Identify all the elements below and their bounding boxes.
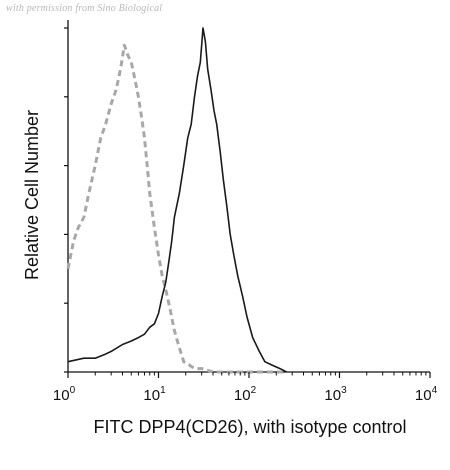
x-axis-title: FITC DPP4(CD26), with isotype control <box>93 417 406 437</box>
ticks-layer: 100 101 102 103 104 <box>53 27 438 404</box>
series-line-2 <box>67 27 287 373</box>
x-tick-label-4: 104 <box>415 385 438 404</box>
series-layer <box>66 27 287 374</box>
series-line-1 <box>66 43 285 374</box>
x-tick-label-2: 102 <box>234 385 257 404</box>
x-tick-label-1: 101 <box>143 385 166 404</box>
x-tick-label-0: 100 <box>53 385 76 404</box>
x-tick-label-3: 103 <box>324 385 347 404</box>
plot-frame <box>67 20 430 373</box>
y-axis-title: Relative Cell Number <box>22 110 42 280</box>
watermark-text: with permission from Sino Biological <box>6 3 163 14</box>
